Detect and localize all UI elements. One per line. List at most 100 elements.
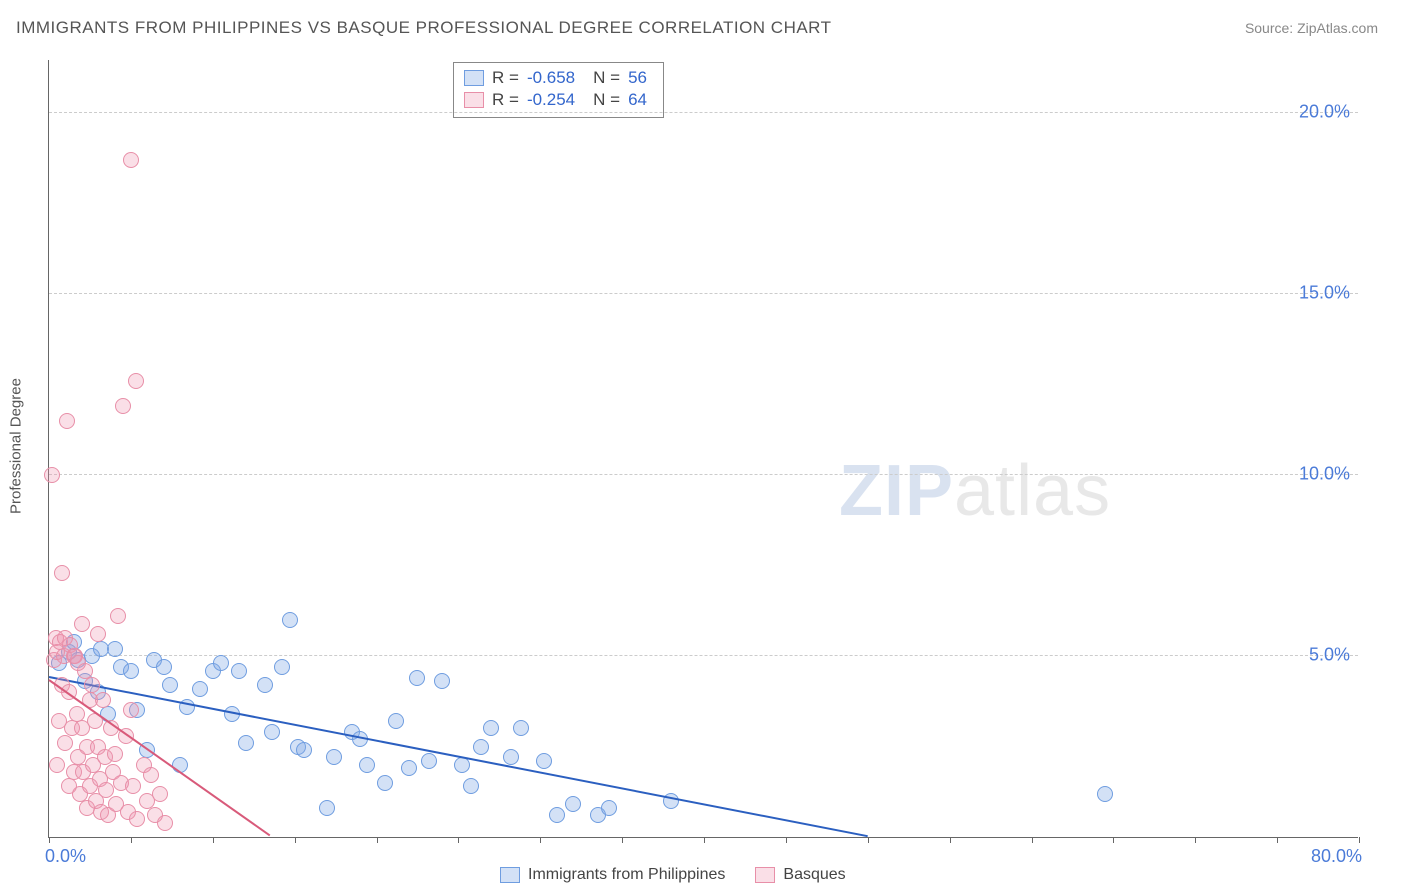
data-point-philippines (536, 753, 552, 769)
data-point-philippines (409, 670, 425, 686)
stat-n-label: N = (593, 89, 620, 111)
scatter-plot-area: ZIPatlas R = -0.658N = 56R = -0.254 N = 6… (48, 60, 1358, 838)
x-tick (458, 837, 459, 843)
data-point-basques (84, 677, 100, 693)
data-point-basques (143, 767, 159, 783)
gridline (49, 112, 1358, 113)
y-axis-label: Professional Degree (8, 378, 25, 514)
gridline (49, 655, 1358, 656)
stat-n-label: N = (593, 67, 620, 89)
y-tick-label: 20.0% (1299, 102, 1350, 123)
data-point-philippines (213, 655, 229, 671)
x-tick (704, 837, 705, 843)
watermark-atlas: atlas (954, 451, 1111, 531)
watermark: ZIPatlas (839, 450, 1111, 532)
stat-n-value: 64 (628, 89, 647, 111)
data-point-philippines (1097, 786, 1113, 802)
swatch-icon (464, 70, 484, 86)
x-tick (295, 837, 296, 843)
data-point-philippines (377, 775, 393, 791)
stat-row-philippines: R = -0.658N = 56 (464, 67, 647, 89)
data-point-philippines (162, 677, 178, 693)
x-tick (49, 837, 50, 843)
data-point-philippines (388, 713, 404, 729)
x-tick (622, 837, 623, 843)
data-point-basques (95, 692, 111, 708)
x-tick (1359, 837, 1360, 843)
data-point-basques (107, 746, 123, 762)
x-tick (131, 837, 132, 843)
data-point-philippines (274, 659, 290, 675)
data-point-basques (128, 373, 144, 389)
data-point-philippines (513, 720, 529, 736)
stat-row-basques: R = -0.254 N = 64 (464, 89, 647, 111)
data-point-philippines (296, 742, 312, 758)
data-point-philippines (264, 724, 280, 740)
data-point-philippines (192, 681, 208, 697)
data-point-basques (98, 782, 114, 798)
x-tick (786, 837, 787, 843)
swatch-icon (755, 867, 775, 883)
data-point-philippines (601, 800, 617, 816)
x-axis-max-label: 80.0% (1311, 846, 1362, 867)
watermark-zip: ZIP (839, 451, 954, 531)
y-tick-label: 10.0% (1299, 464, 1350, 485)
source-attribution: Source: ZipAtlas.com (1245, 20, 1378, 36)
gridline (49, 293, 1358, 294)
data-point-philippines (257, 677, 273, 693)
x-tick (377, 837, 378, 843)
chart-title: IMMIGRANTS FROM PHILIPPINES VS BASQUE PR… (16, 18, 832, 38)
data-point-philippines (282, 612, 298, 628)
data-point-basques (90, 626, 106, 642)
x-tick (1195, 837, 1196, 843)
data-point-philippines (549, 807, 565, 823)
legend-label: Immigrants from Philippines (528, 866, 725, 884)
legend-item-basques: Basques (755, 866, 845, 884)
data-point-basques (123, 702, 139, 718)
data-point-philippines (483, 720, 499, 736)
data-point-philippines (359, 757, 375, 773)
x-tick (1113, 837, 1114, 843)
legend-label: Basques (783, 866, 845, 884)
stat-r-label: R = (492, 89, 519, 111)
data-point-basques (59, 413, 75, 429)
data-point-philippines (319, 800, 335, 816)
data-point-philippines (401, 760, 417, 776)
data-point-basques (110, 608, 126, 624)
data-point-philippines (238, 735, 254, 751)
stat-n-value: 56 (628, 67, 647, 89)
y-tick-label: 15.0% (1299, 283, 1350, 304)
data-point-basques (123, 152, 139, 168)
data-point-philippines (565, 796, 581, 812)
data-point-philippines (473, 739, 489, 755)
y-tick-label: 5.0% (1309, 645, 1350, 666)
data-point-philippines (231, 663, 247, 679)
gridline (49, 474, 1358, 475)
swatch-icon (464, 92, 484, 108)
correlation-stats-box: R = -0.658N = 56R = -0.254 N = 64 (453, 62, 664, 118)
x-tick (540, 837, 541, 843)
data-point-philippines (463, 778, 479, 794)
data-point-basques (152, 786, 168, 802)
x-axis-min-label: 0.0% (45, 846, 86, 867)
data-point-basques (157, 815, 173, 831)
data-point-basques (115, 398, 131, 414)
x-tick (868, 837, 869, 843)
data-point-basques (129, 811, 145, 827)
data-point-philippines (123, 663, 139, 679)
x-tick (213, 837, 214, 843)
trend-line-philippines (49, 676, 868, 837)
data-point-philippines (421, 753, 437, 769)
x-tick (950, 837, 951, 843)
x-tick (1032, 837, 1033, 843)
data-point-philippines (326, 749, 342, 765)
data-point-basques (54, 565, 70, 581)
data-point-basques (74, 616, 90, 632)
data-point-philippines (503, 749, 519, 765)
data-point-basques (125, 778, 141, 794)
legend-item-philippines: Immigrants from Philippines (500, 866, 725, 884)
data-point-basques (57, 735, 73, 751)
stat-r-value: -0.254 (527, 89, 575, 111)
data-point-basques (49, 757, 65, 773)
data-point-philippines (434, 673, 450, 689)
